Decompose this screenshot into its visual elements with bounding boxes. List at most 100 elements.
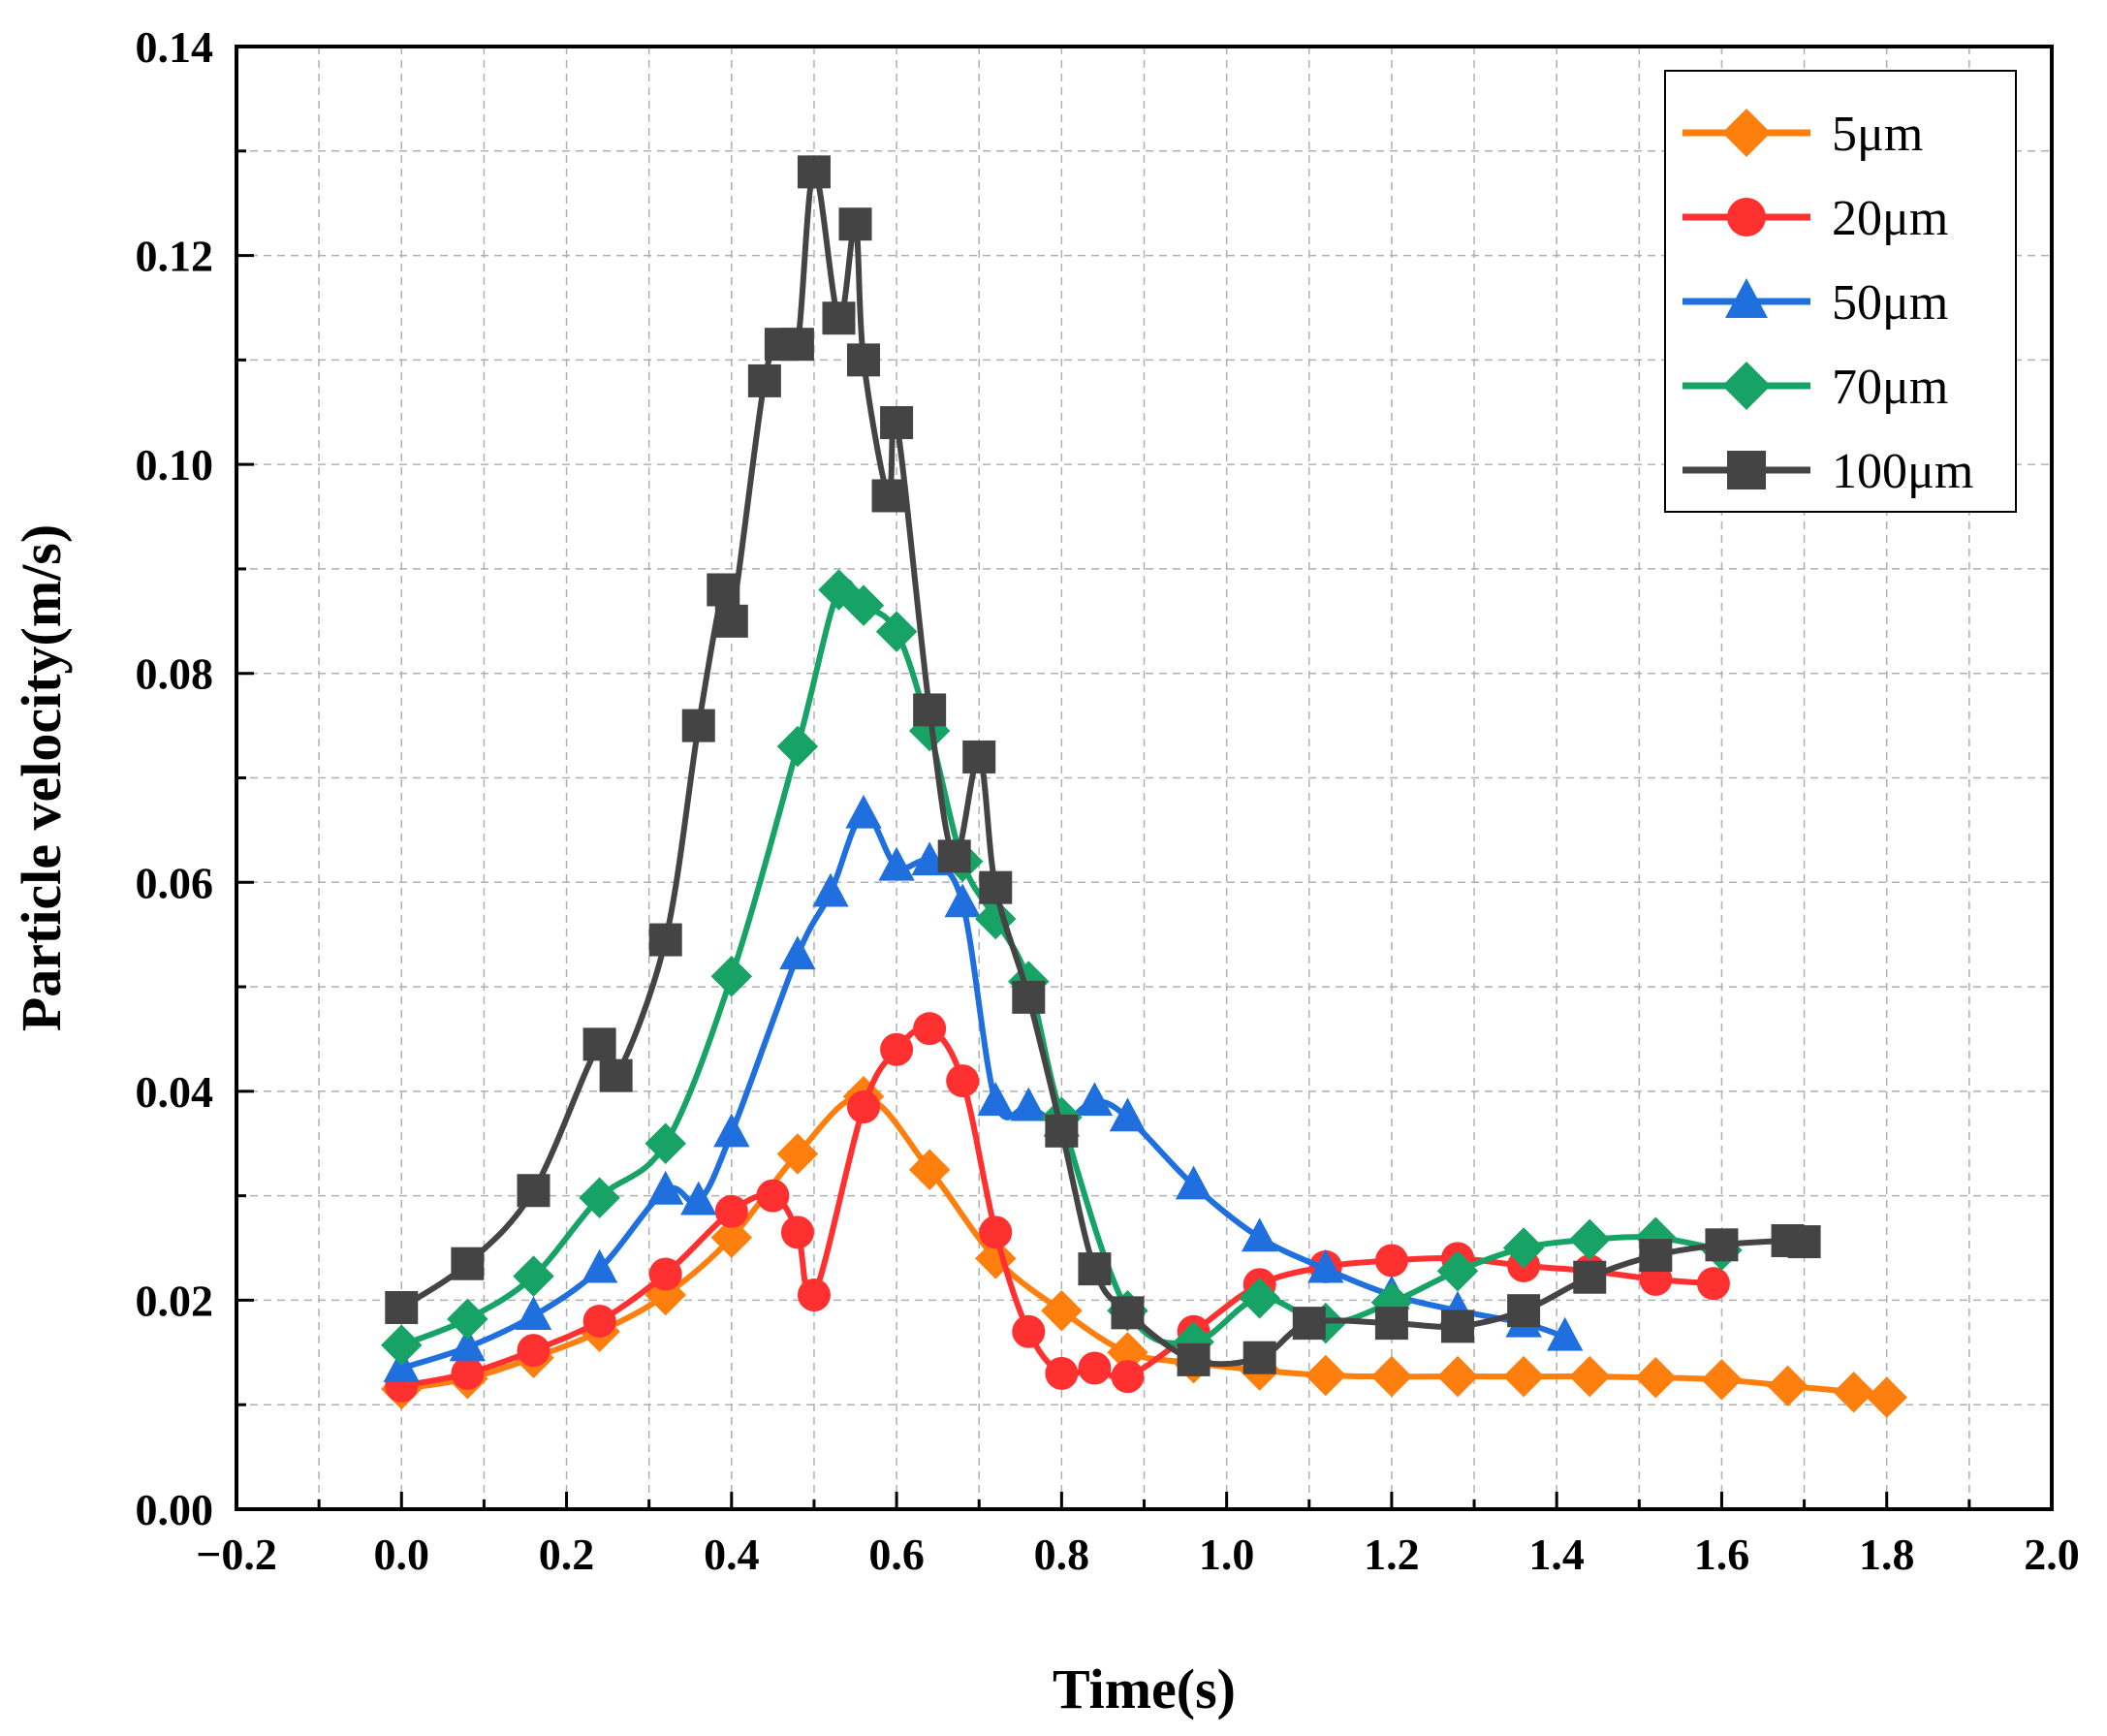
data-point <box>1078 1252 1112 1286</box>
x-tick-label: −0.2 <box>196 1530 277 1579</box>
data-point <box>1241 1217 1278 1252</box>
data-point <box>812 872 849 907</box>
data-point <box>779 935 816 970</box>
data-point <box>838 207 872 241</box>
legend-label: 20μm <box>1832 191 1948 246</box>
data-point <box>1701 1359 1743 1401</box>
data-point <box>648 923 682 957</box>
x-tick-label: 0.8 <box>1034 1530 1090 1579</box>
data-point <box>1833 1372 1874 1413</box>
data-point <box>776 725 819 768</box>
tick-labels: −0.2 0.0 0.2 0.4 0.6 0.8 1.0 1.2 1.4 1.6 1.8 2.0 0.0… <box>136 22 2080 1579</box>
data-point <box>847 1090 881 1124</box>
legend-label: 100μm <box>1832 444 1973 499</box>
x-tick-label: 1.6 <box>1694 1530 1750 1579</box>
data-point <box>822 301 856 335</box>
data-point <box>944 883 981 918</box>
data-point <box>1436 1355 1479 1398</box>
legend: 5μm 20μm 50μm 70μm 100μm <box>1664 70 2017 513</box>
data-point <box>1107 1332 1148 1373</box>
data-point <box>1111 1360 1145 1394</box>
data-point <box>1507 1294 1541 1328</box>
y-tick-label: 0.06 <box>136 858 214 907</box>
legend-marker <box>1727 451 1766 489</box>
data-point <box>1292 1307 1326 1341</box>
data-point <box>747 363 781 397</box>
data-point <box>1436 1249 1479 1292</box>
legend-item: 100μm <box>1682 444 1973 499</box>
data-point <box>1010 1087 1048 1121</box>
data-point <box>1502 1227 1545 1269</box>
data-point <box>713 1113 750 1148</box>
x-tick-label: 1.0 <box>1199 1530 1255 1579</box>
series-100μm <box>385 155 1821 1376</box>
data-point <box>875 611 918 652</box>
data-point <box>1076 1082 1114 1117</box>
data-point <box>1705 1228 1739 1262</box>
data-point <box>1175 1165 1212 1200</box>
y-tick-label: 0.10 <box>136 440 214 489</box>
data-point <box>381 1324 423 1367</box>
data-point <box>451 1356 485 1390</box>
data-point <box>1767 1365 1808 1407</box>
series-line <box>398 1025 1716 1389</box>
data-point <box>1374 1244 1408 1278</box>
data-point <box>1012 980 1046 1014</box>
legend-label: 50μm <box>1832 275 1948 331</box>
data-point <box>847 343 881 377</box>
legend-box <box>1664 70 2017 513</box>
data-point <box>880 1032 914 1066</box>
data-point <box>447 1298 488 1341</box>
data-point <box>1635 1356 1677 1399</box>
data-point <box>1502 1355 1545 1398</box>
data-point <box>707 573 740 607</box>
x-tick-label: 1.2 <box>1364 1530 1420 1579</box>
data-point <box>780 328 814 362</box>
data-point <box>871 479 905 513</box>
data-point <box>581 1248 618 1283</box>
data-point <box>1111 1296 1145 1330</box>
legend-item: 5μm <box>1682 107 1923 162</box>
x-tick-label: 2.0 <box>2024 1530 2080 1579</box>
data-point <box>880 406 914 440</box>
data-point <box>1109 1097 1147 1132</box>
legend-item: 70μm <box>1682 360 1948 415</box>
y-tick-label: 0.00 <box>136 1485 214 1534</box>
data-point <box>680 1181 717 1215</box>
data-point <box>1242 1341 1276 1374</box>
y-tick-label: 0.08 <box>136 649 214 699</box>
data-point <box>1568 1218 1611 1261</box>
data-point <box>756 1179 790 1213</box>
data-point <box>1370 1355 1413 1398</box>
data-point <box>776 1133 819 1175</box>
data-point <box>1012 1314 1046 1348</box>
x-tick-label: 1.4 <box>1528 1530 1585 1579</box>
legend-marker <box>1722 362 1771 410</box>
y-tick-label: 0.14 <box>136 22 214 72</box>
series-group <box>381 155 1907 1418</box>
x-tick-label: 0.0 <box>374 1530 430 1579</box>
data-point <box>780 1215 814 1249</box>
data-point <box>842 584 885 626</box>
legend-item: 50μm <box>1682 275 1948 331</box>
data-point <box>979 870 1013 904</box>
data-point <box>797 155 831 189</box>
data-point <box>645 1122 686 1164</box>
legend-marker <box>1725 278 1768 318</box>
data-point <box>1045 1356 1079 1390</box>
data-point <box>908 1149 951 1190</box>
data-point <box>681 709 715 742</box>
data-point <box>1041 1289 1083 1332</box>
x-tick-label: 0.2 <box>539 1530 595 1579</box>
legend-marker <box>1727 198 1766 237</box>
data-point <box>977 1082 1014 1117</box>
data-point <box>579 1177 620 1219</box>
data-point <box>1307 1248 1344 1283</box>
data-point <box>647 1170 684 1205</box>
data-point <box>582 1027 616 1061</box>
data-point <box>1546 1316 1584 1351</box>
data-point <box>1045 1114 1079 1148</box>
data-point <box>517 1174 550 1208</box>
data-point <box>599 1058 633 1092</box>
data-point <box>1568 1355 1611 1398</box>
